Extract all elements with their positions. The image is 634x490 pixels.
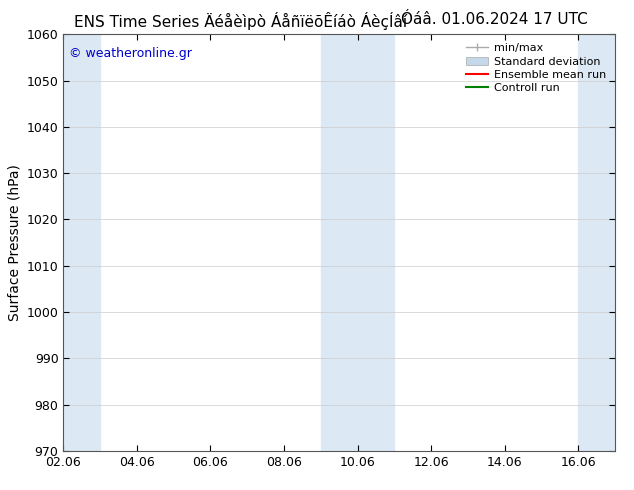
Y-axis label: Surface Pressure (hPa): Surface Pressure (hPa) bbox=[7, 164, 21, 321]
Bar bbox=[63, 34, 100, 451]
Text: © weatheronline.gr: © weatheronline.gr bbox=[69, 47, 192, 60]
Bar bbox=[321, 34, 394, 451]
Bar bbox=[578, 34, 615, 451]
Legend: min/max, Standard deviation, Ensemble mean run, Controll run: min/max, Standard deviation, Ensemble me… bbox=[463, 40, 609, 97]
Text: ENS Time Series Äéåèìpò ÁåñïëõÊíáò ÁèçÍâí: ENS Time Series Äéåèìpò ÁåñïëõÊíáò ÁèçÍâ… bbox=[74, 12, 408, 30]
Text: Óáâ. 01.06.2024 17 UTC: Óáâ. 01.06.2024 17 UTC bbox=[401, 12, 588, 27]
